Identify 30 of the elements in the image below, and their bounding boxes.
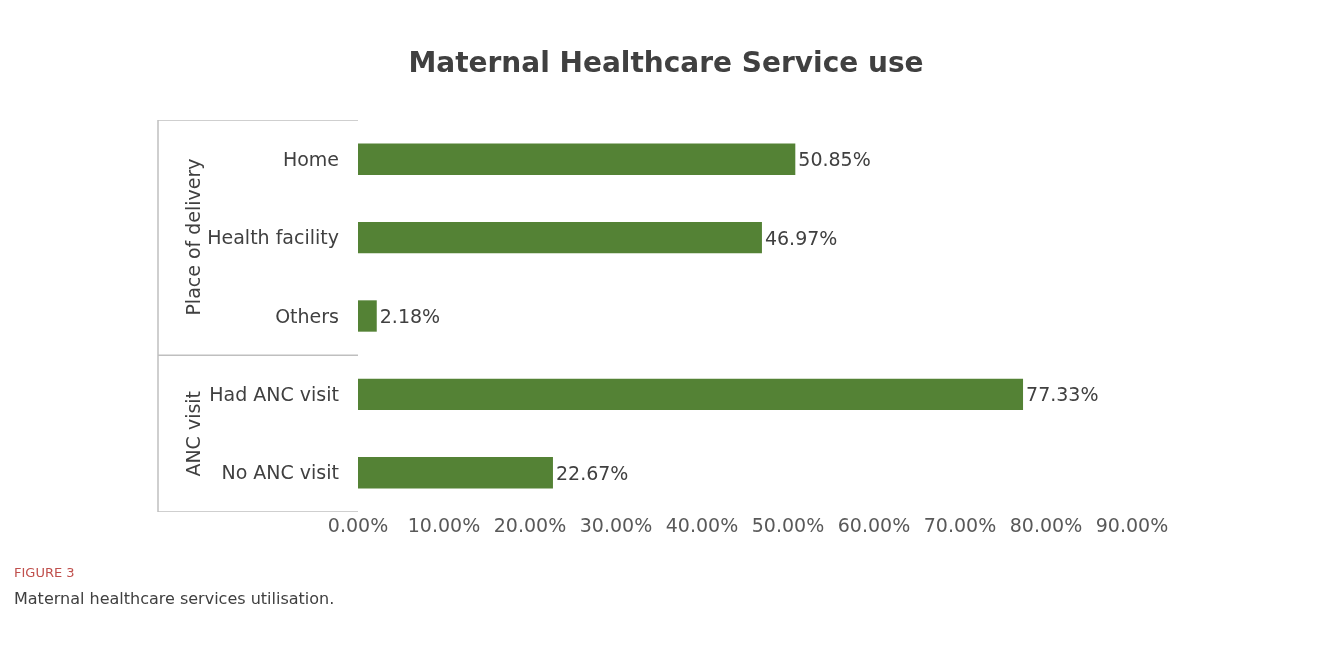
x-tick-label: 50.00% bbox=[751, 514, 825, 536]
x-tick-label: 10.00% bbox=[407, 514, 481, 536]
x-tick-label: 80.00% bbox=[1009, 514, 1083, 536]
data-label: 77.33% bbox=[1026, 383, 1099, 406]
y-tick-label: No ANC visit bbox=[221, 461, 339, 484]
x-tick-label: 0.00% bbox=[327, 514, 389, 536]
x-tick-label: 70.00% bbox=[923, 514, 997, 536]
y-tick-label: Others bbox=[275, 304, 339, 327]
data-label: 50.85% bbox=[798, 148, 871, 171]
text: Place of delivery bbox=[182, 158, 205, 316]
y-tick-label: Had ANC visit bbox=[209, 383, 339, 406]
text: ANC visit bbox=[182, 390, 205, 477]
data-label: 2.18% bbox=[379, 305, 441, 327]
y-tick-label: Health facility bbox=[207, 226, 339, 249]
x-tick-label: 20.00% bbox=[493, 514, 567, 536]
chart-title: Maternal Healthcare Service use bbox=[408, 45, 924, 79]
bar bbox=[358, 300, 377, 332]
x-tick-label: 30.00% bbox=[579, 514, 653, 536]
x-tick-label: 60.00% bbox=[837, 514, 911, 536]
bar bbox=[358, 221, 762, 254]
data-label: 22.67% bbox=[555, 461, 629, 484]
caption: FIGURE 3 bbox=[14, 565, 75, 580]
x-tick-label: 40.00% bbox=[665, 514, 739, 536]
text: Maternal healthcare services utilisation. bbox=[14, 589, 335, 608]
y-tick-label: Home bbox=[282, 147, 339, 170]
bar bbox=[358, 457, 553, 489]
bar bbox=[358, 143, 796, 175]
data-label: 46.97% bbox=[764, 226, 838, 249]
bar bbox=[358, 378, 1024, 411]
x-tick-label: 90.00% bbox=[1095, 514, 1169, 536]
